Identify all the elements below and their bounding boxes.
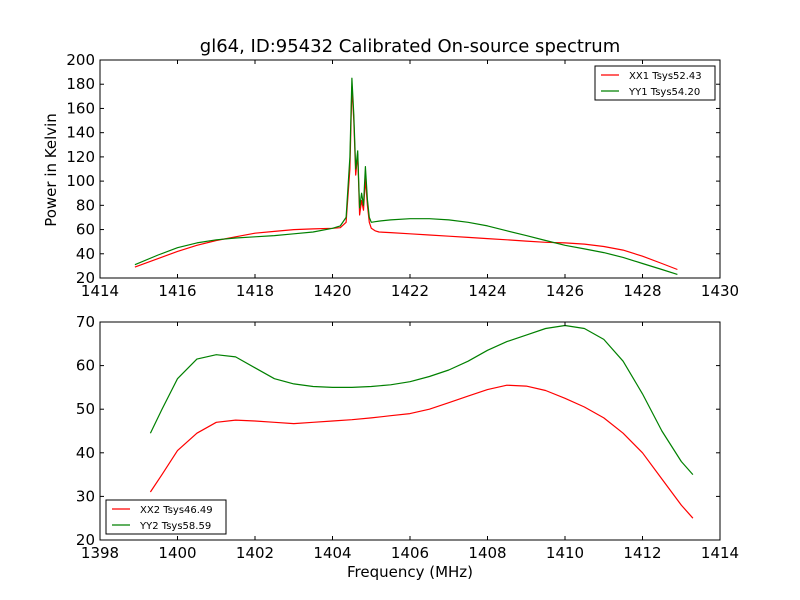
x-tick-label: 1414: [701, 544, 739, 562]
x-tick-label: 1420: [313, 282, 351, 300]
x-tick-label: 1424: [468, 282, 506, 300]
y-tick-label: 100: [66, 172, 95, 190]
x-tick-label: 1406: [391, 544, 429, 562]
series-line-bottom-2: [149, 324, 694, 475]
y-tick-label: 80: [76, 196, 95, 214]
series-line-bottom-1: [149, 384, 694, 519]
y-tick-label: 160: [66, 99, 95, 117]
x-tick-label: 1430: [701, 282, 739, 300]
x-tick-label: 1402: [236, 544, 274, 562]
x-tick-label: 1400: [158, 544, 196, 562]
bottom-plot: 1398 1400 1402 1404 1406 1408 1410 1412 1414 20 30…: [76, 313, 739, 562]
top-plot: 1414 1416 1418 1420 1422 1424 1426 1428 1430 20 40…: [66, 51, 739, 300]
x-tick-label: 1404: [313, 544, 351, 562]
y-tick-label: 20: [76, 269, 95, 287]
x-tick-label: 1426: [546, 282, 584, 300]
series-line-top-2: [134, 77, 678, 275]
x-tick-label: 1414: [81, 282, 119, 300]
x-axis-label-bottom: Frequency (MHz): [347, 563, 473, 581]
x-tick-label: 1416: [158, 282, 196, 300]
y-tick-label: 180: [66, 75, 95, 93]
y-tick-label: 20: [76, 531, 95, 549]
x-tick-label: 1410: [546, 544, 584, 562]
legend-label: XX1 Tsys52.43: [629, 71, 702, 82]
x-tick-label: 1418: [236, 282, 274, 300]
y-tick-label: 70: [76, 313, 95, 331]
y-tick-label: 60: [76, 357, 95, 375]
y-tick-label: 30: [76, 487, 95, 505]
x-tick-label: 1422: [391, 282, 429, 300]
y-tick-label: 50: [76, 400, 95, 418]
y-tick-label: 40: [76, 245, 95, 263]
y-tick-label: 60: [76, 221, 95, 239]
x-tick-label: 1398: [81, 544, 119, 562]
legend-label: XX2 Tsys46.49: [140, 505, 213, 516]
legend-label: YY2 Tsys58.59: [139, 521, 211, 532]
legend: [105, 499, 227, 535]
y-tick-label: 40: [76, 444, 95, 462]
y-tick-label: 140: [66, 124, 95, 142]
legend: [594, 65, 716, 101]
series-line-top-1: [134, 86, 678, 271]
legend-label: YY1 Tsys54.20: [628, 87, 700, 98]
x-tick-label: 1408: [468, 544, 506, 562]
y-tick-label: 120: [66, 148, 95, 166]
y-tick-label: 200: [66, 51, 95, 69]
x-tick-label: 1412: [623, 544, 661, 562]
y-axis-label-top: Power in Kelvin: [42, 113, 60, 227]
chart-title: gl64, ID:95432 Calibrated On-source spec…: [200, 36, 620, 57]
x-tick-label: 1428: [623, 282, 661, 300]
